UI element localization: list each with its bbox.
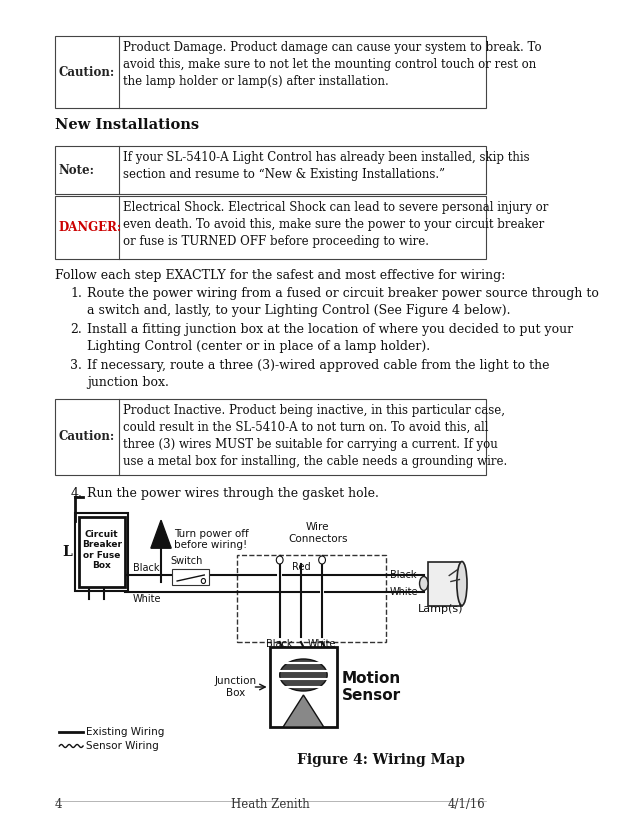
Text: Motion
Sensor: Motion Sensor	[341, 671, 401, 703]
Bar	[55, 36, 486, 108]
Bar	[55, 146, 486, 194]
Text: 3.: 3.	[70, 359, 82, 372]
Text: Existing Wiring: Existing Wiring	[87, 727, 165, 737]
Polygon shape	[151, 520, 171, 548]
Text: If necessary, route a three (3)-wired approved cable from the light to the
junct: If necessary, route a three (3)-wired ap…	[87, 359, 550, 389]
Ellipse shape	[276, 556, 283, 564]
Ellipse shape	[202, 578, 205, 583]
Bar	[237, 555, 385, 642]
Text: Run the power wires through the gasket hole.: Run the power wires through the gasket h…	[87, 487, 379, 500]
Text: Black: Black	[267, 639, 293, 649]
Text: Product Inactive. Product being inactive, in this particular case,
could result : Product Inactive. Product being inactive…	[123, 404, 507, 468]
Text: Circuit
Breaker
or Fuse
Box: Circuit Breaker or Fuse Box	[82, 530, 122, 570]
Text: 4: 4	[55, 798, 63, 811]
Text: 4.: 4.	[70, 487, 82, 500]
Ellipse shape	[319, 556, 325, 564]
Text: Turn power off
before wiring!: Turn power off before wiring!	[174, 529, 249, 550]
Bar	[55, 399, 486, 475]
Bar	[172, 569, 209, 585]
Ellipse shape	[420, 577, 428, 591]
Text: Junction
Box: Junction Box	[214, 676, 256, 698]
Text: Lamp(s): Lamp(s)	[418, 604, 463, 614]
Text: Route the power wiring from a fused or circuit breaker power source through to
a: Route the power wiring from a fused or c…	[87, 287, 599, 317]
Text: New Installations: New Installations	[55, 118, 199, 132]
Text: Red: Red	[292, 562, 310, 572]
Bar	[269, 647, 338, 727]
Text: If your SL-5410-A Light Control has already been installed, skip this
section an: If your SL-5410-A Light Control has alre…	[123, 151, 530, 181]
Text: Product Damage. Product damage can cause your system to break. To
avoid this, ma: Product Damage. Product damage can cause…	[123, 41, 542, 88]
Bar	[55, 196, 486, 259]
Text: Heath Zenith: Heath Zenith	[231, 798, 310, 811]
Text: Install a fitting junction box at the location of where you decided to put your
: Install a fitting junction box at the lo…	[87, 323, 574, 353]
Text: Black: Black	[390, 570, 417, 580]
Text: White: White	[390, 587, 419, 597]
Text: DANGER:: DANGER:	[59, 221, 122, 234]
Ellipse shape	[279, 659, 327, 691]
Text: Black: Black	[133, 563, 160, 573]
Text: 4/1/16: 4/1/16	[448, 798, 486, 811]
Text: Caution:: Caution:	[59, 430, 115, 444]
Bar	[75, 513, 128, 591]
Text: White: White	[133, 594, 161, 604]
Ellipse shape	[457, 562, 467, 605]
Text: Follow each step EXACTLY for the safest and most effective for wiring:: Follow each step EXACTLY for the safest …	[55, 269, 505, 282]
Text: Note:: Note:	[59, 164, 94, 177]
Text: Figure 4: Wiring Map: Figure 4: Wiring Map	[297, 753, 465, 767]
Text: L: L	[63, 545, 72, 559]
Text: Electrical Shock. Electrical Shock can lead to severe personal injury or
even de: Electrical Shock. Electrical Shock can l…	[123, 201, 548, 248]
Polygon shape	[283, 695, 323, 727]
Text: Wire
Connectors: Wire Connectors	[288, 522, 348, 544]
Text: Switch: Switch	[170, 556, 203, 566]
Text: White: White	[308, 639, 336, 649]
Text: 2.: 2.	[70, 323, 82, 336]
Text: Caution:: Caution:	[59, 65, 115, 78]
Text: 1.: 1.	[70, 287, 82, 300]
Text: Sensor Wiring: Sensor Wiring	[87, 741, 160, 751]
Bar	[428, 562, 462, 605]
Bar	[79, 517, 124, 587]
